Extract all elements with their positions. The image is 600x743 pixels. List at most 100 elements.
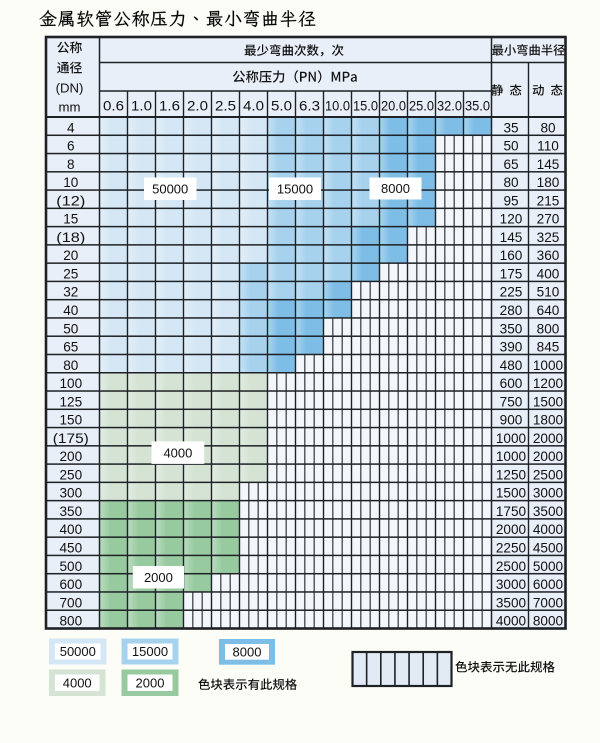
svg-text:400: 400	[59, 522, 82, 537]
svg-text:40: 40	[63, 303, 79, 318]
svg-text:3000: 3000	[533, 486, 564, 501]
svg-text:8000: 8000	[533, 614, 564, 629]
svg-text:50000: 50000	[60, 644, 96, 659]
svg-text:200: 200	[59, 449, 82, 464]
svg-text:15000: 15000	[132, 644, 168, 659]
svg-text:(18): (18)	[56, 230, 85, 245]
svg-text:80: 80	[63, 358, 79, 373]
svg-text:35.0: 35.0	[465, 98, 490, 114]
svg-text:2500: 2500	[533, 467, 564, 482]
svg-text:20: 20	[63, 248, 79, 263]
svg-text:145: 145	[500, 230, 523, 245]
svg-text:700: 700	[59, 595, 82, 610]
svg-text:(12): (12)	[56, 193, 85, 208]
svg-text:390: 390	[500, 340, 523, 355]
svg-text:2.5: 2.5	[215, 98, 236, 114]
svg-text:1750: 1750	[496, 504, 527, 519]
svg-text:350: 350	[59, 504, 82, 519]
svg-text:900: 900	[500, 413, 523, 428]
svg-text:270: 270	[537, 212, 560, 227]
svg-text:8: 8	[67, 157, 75, 172]
svg-text:4000: 4000	[63, 676, 92, 691]
svg-text:2250: 2250	[496, 541, 527, 556]
svg-text:145: 145	[537, 157, 560, 172]
svg-text:2000: 2000	[136, 676, 165, 691]
svg-text:400: 400	[537, 267, 560, 282]
svg-text:510: 510	[537, 285, 560, 300]
svg-text:1200: 1200	[533, 376, 564, 391]
svg-text:4500: 4500	[533, 541, 564, 556]
svg-text:32: 32	[63, 285, 78, 300]
svg-text:2500: 2500	[496, 559, 527, 574]
svg-text:325: 325	[537, 230, 560, 245]
svg-text:600: 600	[500, 376, 523, 391]
svg-text:640: 640	[537, 303, 560, 318]
svg-text:5000: 5000	[533, 559, 564, 574]
svg-text:2.0: 2.0	[187, 98, 208, 114]
svg-text:1250: 1250	[496, 467, 527, 482]
svg-text:15000: 15000	[277, 181, 313, 196]
svg-text:1000: 1000	[496, 449, 527, 464]
svg-text:180: 180	[537, 175, 560, 190]
svg-text:2000: 2000	[533, 431, 564, 446]
svg-text:360: 360	[537, 248, 560, 263]
svg-text:0.6: 0.6	[103, 98, 124, 114]
svg-text:250: 250	[59, 467, 82, 482]
svg-text:150: 150	[59, 413, 82, 428]
svg-text:4000: 4000	[163, 445, 192, 460]
svg-text:215: 215	[537, 193, 560, 208]
svg-text:225: 225	[500, 285, 523, 300]
svg-text:1500: 1500	[533, 394, 564, 409]
svg-text:480: 480	[500, 358, 523, 373]
svg-text:2000: 2000	[533, 449, 564, 464]
svg-text:6.3: 6.3	[299, 98, 320, 114]
svg-text:500: 500	[59, 559, 82, 574]
svg-text:1800: 1800	[533, 413, 564, 428]
svg-text:6: 6	[67, 139, 75, 154]
svg-text:50: 50	[63, 321, 79, 336]
svg-text:25.0: 25.0	[409, 98, 434, 114]
svg-text:35: 35	[503, 120, 518, 135]
svg-text:4.0: 4.0	[243, 98, 264, 114]
svg-text:1000: 1000	[533, 358, 564, 373]
svg-text:65: 65	[63, 340, 78, 355]
svg-text:4: 4	[67, 120, 75, 135]
svg-text:2000: 2000	[144, 570, 173, 585]
svg-text:5.0: 5.0	[271, 98, 292, 114]
svg-text:1.6: 1.6	[159, 98, 180, 114]
svg-text:800: 800	[537, 321, 560, 336]
svg-text:350: 350	[500, 321, 523, 336]
svg-text:32.0: 32.0	[437, 98, 462, 114]
svg-text:20.0: 20.0	[381, 98, 406, 114]
svg-text:(DN): (DN)	[56, 81, 84, 96]
svg-text:125: 125	[59, 394, 82, 409]
svg-text:280: 280	[500, 303, 523, 318]
svg-text:7000: 7000	[533, 595, 564, 610]
svg-text:(175): (175)	[53, 431, 89, 446]
svg-text:25: 25	[63, 267, 78, 282]
svg-text:160: 160	[500, 248, 523, 263]
svg-text:4000: 4000	[496, 614, 527, 629]
svg-text:800: 800	[59, 614, 82, 629]
svg-text:450: 450	[59, 541, 82, 556]
svg-text:100: 100	[59, 376, 82, 391]
svg-text:8000: 8000	[233, 645, 262, 660]
svg-text:10: 10	[63, 175, 79, 190]
svg-text:mm: mm	[59, 99, 81, 114]
svg-text:15.0: 15.0	[353, 98, 378, 114]
svg-text:10.0: 10.0	[325, 98, 350, 114]
svg-text:175: 175	[500, 267, 523, 282]
svg-text:3500: 3500	[496, 595, 527, 610]
svg-text:15: 15	[63, 212, 78, 227]
svg-text:600: 600	[59, 577, 82, 592]
svg-text:1000: 1000	[496, 431, 527, 446]
svg-text:1.0: 1.0	[131, 98, 152, 114]
svg-text:110: 110	[537, 139, 559, 154]
svg-text:65: 65	[503, 157, 518, 172]
svg-text:300: 300	[59, 486, 82, 501]
svg-text:4000: 4000	[533, 522, 564, 537]
svg-text:750: 750	[500, 394, 523, 409]
svg-text:80: 80	[540, 120, 556, 135]
svg-text:3500: 3500	[533, 504, 564, 519]
svg-text:3000: 3000	[496, 577, 527, 592]
